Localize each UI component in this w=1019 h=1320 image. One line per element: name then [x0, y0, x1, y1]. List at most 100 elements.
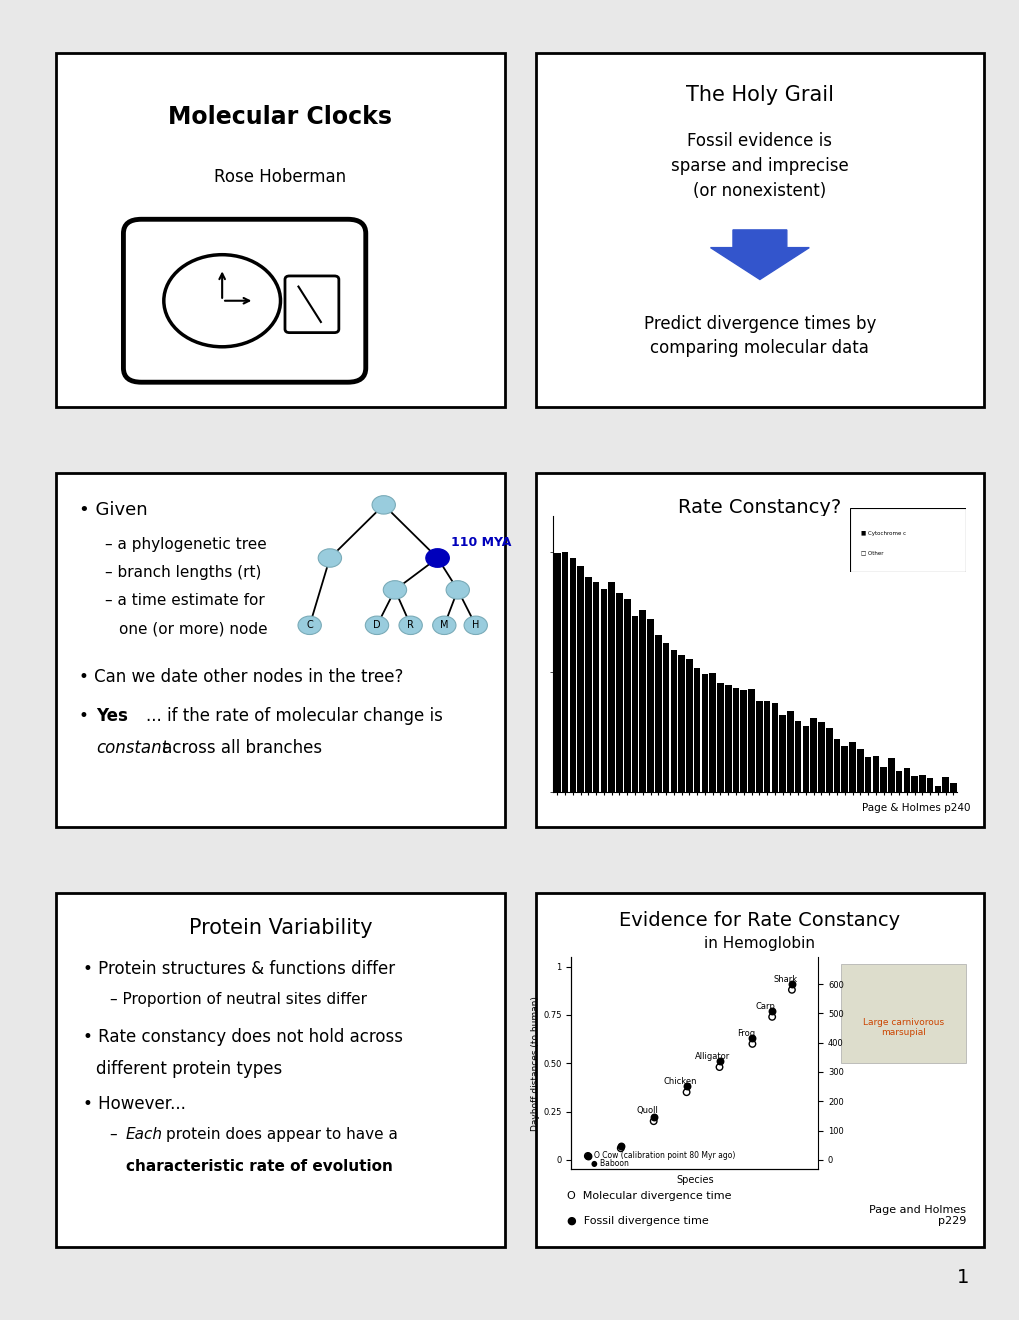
Text: R: R — [407, 620, 414, 631]
Point — [710, 1051, 727, 1072]
Point — [612, 1135, 629, 1156]
Bar — [950, 783, 956, 792]
Text: 110 MYA: 110 MYA — [450, 536, 511, 549]
Text: constant: constant — [97, 739, 168, 756]
Bar — [856, 748, 863, 792]
Y-axis label: Dayhoff distances (to human): Dayhoff distances (to human) — [531, 995, 540, 1131]
Text: ... if the rate of molecular change is: ... if the rate of molecular change is — [146, 706, 442, 725]
Text: Carp: Carp — [755, 1002, 774, 1011]
FancyBboxPatch shape — [535, 53, 983, 407]
Bar — [794, 721, 801, 792]
Text: Shark: Shark — [772, 975, 797, 985]
Bar — [669, 649, 677, 792]
Text: ■ Cytochrome c: ■ Cytochrome c — [860, 532, 906, 536]
Bar — [732, 688, 739, 792]
Bar — [903, 768, 909, 792]
Text: M: M — [439, 620, 448, 631]
FancyArrow shape — [710, 230, 808, 280]
Point — [645, 1106, 661, 1127]
Point — [612, 1138, 629, 1159]
Text: in Hemoglobin: in Hemoglobin — [704, 936, 814, 950]
Text: O Cow (calibration point 80 Myr ago): O Cow (calibration point 80 Myr ago) — [594, 1151, 735, 1160]
Bar — [740, 690, 746, 792]
Text: – a time estimate for: – a time estimate for — [105, 594, 265, 609]
Bar — [755, 701, 762, 792]
Point — [710, 1056, 727, 1077]
Text: • Can we date other nodes in the tree?: • Can we date other nodes in the tree? — [78, 668, 403, 686]
FancyBboxPatch shape — [56, 473, 504, 828]
FancyBboxPatch shape — [56, 53, 504, 407]
Bar — [678, 655, 684, 792]
Bar — [561, 552, 568, 792]
Text: across all branches: across all branches — [157, 739, 322, 756]
Text: ● Baboon: ● Baboon — [591, 1159, 629, 1168]
Bar — [841, 746, 847, 792]
Bar — [725, 685, 731, 792]
X-axis label: Species: Species — [676, 1175, 713, 1185]
Bar — [615, 593, 623, 792]
Text: •: • — [78, 706, 94, 725]
Bar — [879, 767, 886, 792]
Text: O  Molecular divergence time: O Molecular divergence time — [567, 1191, 731, 1201]
Bar — [716, 684, 723, 792]
Text: • However...: • However... — [83, 1096, 185, 1113]
Text: D: D — [373, 620, 380, 631]
Circle shape — [365, 616, 388, 635]
Circle shape — [298, 616, 321, 635]
Text: Quoll: Quoll — [636, 1106, 657, 1115]
Bar — [553, 553, 560, 792]
Bar — [833, 739, 840, 792]
Text: • Protein structures & functions differ: • Protein structures & functions differ — [83, 961, 394, 978]
Point — [678, 1076, 694, 1097]
Point — [579, 1146, 595, 1167]
Bar — [693, 668, 700, 792]
Point — [744, 1034, 760, 1055]
Text: ●  Fossil divergence time: ● Fossil divergence time — [567, 1216, 708, 1225]
Text: • Given: • Given — [78, 502, 147, 519]
Text: protein does appear to have a: protein does appear to have a — [166, 1127, 397, 1142]
Bar — [910, 776, 917, 792]
Bar — [708, 673, 715, 792]
Bar — [639, 610, 645, 792]
Bar — [787, 710, 793, 792]
Bar — [918, 775, 925, 792]
Text: one (or more) node: one (or more) node — [119, 622, 267, 636]
Bar — [763, 701, 769, 792]
Bar — [888, 758, 894, 792]
Bar — [585, 577, 591, 792]
Text: Chicken: Chicken — [662, 1077, 696, 1086]
Circle shape — [372, 496, 395, 513]
Circle shape — [383, 581, 407, 599]
Text: • Rate constancy does not hold across: • Rate constancy does not hold across — [83, 1028, 403, 1045]
Bar — [624, 599, 630, 792]
Bar — [942, 777, 948, 792]
Bar — [849, 742, 855, 792]
Text: Molecular Clocks: Molecular Clocks — [168, 104, 392, 128]
Circle shape — [432, 616, 455, 635]
Bar — [647, 619, 653, 792]
Bar — [871, 756, 878, 792]
Text: H: H — [472, 620, 479, 631]
Point — [763, 1006, 780, 1027]
Bar — [933, 785, 941, 792]
Text: Predict divergence times by
comparing molecular data: Predict divergence times by comparing mo… — [643, 315, 875, 356]
FancyBboxPatch shape — [840, 964, 965, 1063]
Circle shape — [464, 616, 487, 635]
FancyBboxPatch shape — [56, 894, 504, 1247]
FancyBboxPatch shape — [849, 508, 965, 572]
Bar — [654, 635, 661, 792]
Text: 1: 1 — [956, 1269, 968, 1287]
Text: Large carnivorous
marsupial: Large carnivorous marsupial — [862, 1018, 944, 1038]
Text: □ Other: □ Other — [860, 550, 882, 556]
Text: Fossil evidence is
sparse and imprecise
(or nonexistent): Fossil evidence is sparse and imprecise … — [671, 132, 848, 201]
Text: Evidence for Rate Constancy: Evidence for Rate Constancy — [619, 911, 900, 929]
Bar — [748, 689, 754, 792]
Point — [645, 1110, 661, 1131]
Text: –: – — [110, 1127, 122, 1142]
Text: Page & Holmes p240: Page & Holmes p240 — [861, 803, 970, 813]
Circle shape — [318, 549, 341, 568]
Bar — [864, 758, 870, 792]
Point — [579, 1146, 595, 1167]
Point — [678, 1081, 694, 1102]
Text: Page and Holmes
p229: Page and Holmes p229 — [868, 1205, 965, 1226]
